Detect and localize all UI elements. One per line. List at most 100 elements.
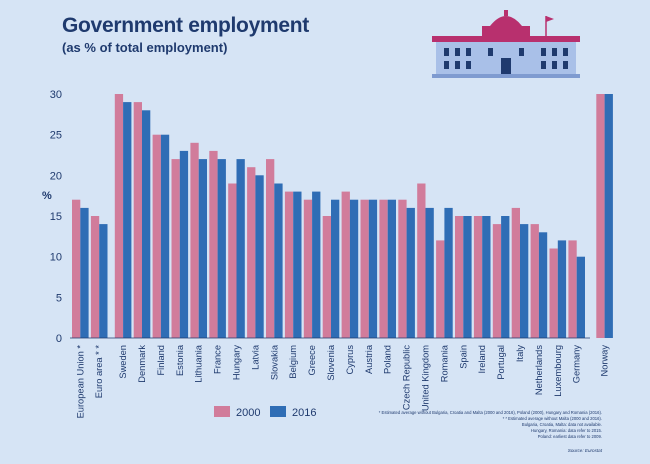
bar-2000 [171,159,180,338]
chart-title: Government employment [62,14,309,37]
x-tick-label: Czech Republic [402,345,412,410]
government-building-icon [432,10,580,78]
bar-2000 [266,159,275,338]
bar-2016 [179,150,189,338]
bar-2016 [463,216,472,338]
x-tick-label: France [213,345,223,374]
legend-item-2000: 2000 [214,406,260,419]
y-axis-label: % [42,190,52,202]
x-tick-label: Greece [307,345,317,376]
bar-2000 [360,199,369,338]
x-tick-label: Norway [600,345,610,377]
footnote: Bulgaria, Croatia, Malta: data not avail… [521,422,602,427]
bar-2000 [492,224,502,338]
bar-2000 [303,199,313,338]
x-tick-label: Slovenia [326,344,336,380]
x-tick-label: Germany [572,345,582,384]
x-tick-label: Italy [515,345,525,362]
bar-2000 [322,216,331,338]
bar-2000 [455,216,464,338]
bar-2000 [284,191,294,338]
x-tick-label: Austria [364,344,374,374]
bar-2000 [228,183,237,338]
bar-2000 [190,142,199,338]
bar-2016 [142,110,151,338]
bar-2000 [596,94,605,338]
bar-2016 [99,224,108,338]
legend-item-2016: 2016 [270,406,316,419]
x-tick-label: Romania [439,344,449,382]
x-tick-label: Finland [156,345,166,376]
x-tick-label: Netherlands [534,345,544,395]
bar-2016 [236,159,245,338]
bar-2016 [312,191,321,338]
x-tick-label: Spain [458,345,468,369]
bar-2000 [90,216,100,338]
y-tick-label: 5 [56,292,62,304]
bar-2016 [217,159,226,338]
y-tick-label: 30 [50,89,62,101]
bar-2016 [123,102,132,338]
y-tick-label: 15 [50,211,62,223]
bar-2016 [274,183,283,338]
x-tick-label: Cyprus [345,345,355,375]
chart-subtitle: (as % of total employment) [62,40,228,55]
bar-2016 [368,199,378,338]
bar-2000 [398,199,407,338]
footnotes: * Estimated average without Bulgaria, Cr… [340,410,602,440]
bar-2000 [72,199,81,338]
x-tick-label: European Union * [75,345,85,419]
bar-2000 [511,207,520,338]
footnote: * Estimated average without Bulgaria, Cr… [378,410,602,415]
bar-2016 [576,256,585,338]
bar-2000 [133,102,142,338]
legend-swatch-2016 [270,406,286,417]
bar-2016 [557,240,567,338]
bar-2000 [530,224,539,338]
footnote: Hungary, Romania: data refer to 2015. [530,428,602,433]
bar-2000 [341,191,350,338]
bar-2000 [247,167,256,338]
bar-2000 [568,240,577,338]
x-tick-label: Poland [383,345,393,374]
bar-2016 [444,207,453,338]
x-tick-label: Ireland [477,345,487,373]
bar-2000 [549,248,558,338]
bar-2016 [482,216,491,338]
bar-2016 [160,134,170,338]
bar-2000 [436,240,445,338]
x-tick-label: Luxembourg [553,345,563,397]
bar-2000 [379,199,388,338]
bar-2000 [152,134,161,338]
bar-2000 [417,183,426,338]
bar-2016 [293,191,302,338]
x-tick-label: Denmark [137,345,147,383]
x-tick-label: United Kingdom [421,345,431,411]
bar-2016 [387,199,396,338]
x-tick-label: Latvia [250,344,260,370]
x-tick-label: Sweden [118,345,128,379]
x-tick-label: Portugal [496,345,506,380]
bar-2000 [209,150,218,338]
source-note: Source: Eurostat [567,448,602,453]
bar-2000 [114,94,124,338]
bar-2016 [198,159,207,338]
x-tick-label: Belgium [288,345,298,379]
bar-2016 [604,94,613,338]
y-tick-label: 10 [50,252,62,264]
legend-swatch-2000 [214,406,230,417]
bar-2016 [80,207,89,338]
bar-2000 [473,216,483,338]
x-tick-label: Euro area * * [94,345,104,399]
bar-2016 [501,216,510,338]
x-tick-label: Lithuania [194,344,204,383]
bar-2016 [520,224,529,338]
bar-2016 [406,207,415,338]
x-tick-label: Estonia [175,344,185,376]
y-tick-label: 0 [56,333,62,345]
bar-2016 [331,199,340,338]
footnote: * * Estimated average without Malta (200… [502,416,602,421]
bar-2016 [349,199,359,338]
x-tick-label: Hungary [232,345,242,380]
